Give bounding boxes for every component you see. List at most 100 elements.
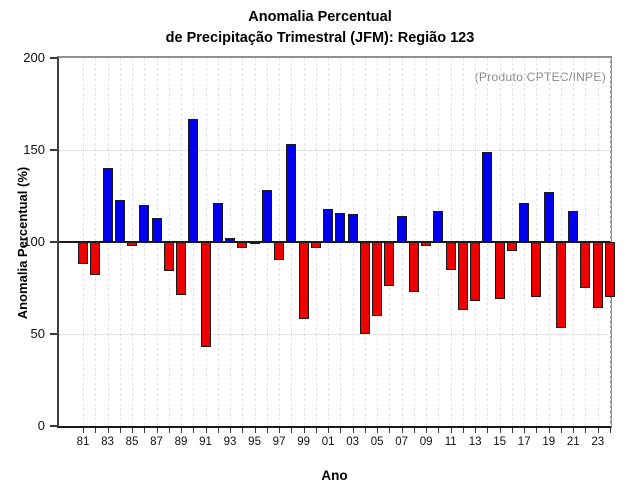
x-tick — [279, 428, 281, 433]
x-tick-label: 91 — [199, 436, 212, 448]
x-tick-label: 93 — [223, 436, 237, 448]
x-tick — [266, 428, 268, 433]
x-tick-label: 01 — [321, 436, 335, 448]
x-tick — [291, 428, 293, 433]
x-tick — [377, 428, 379, 433]
x-tick — [401, 428, 403, 433]
x-tick — [499, 428, 501, 433]
chart-title-line1: Anomalia Percentual — [248, 9, 392, 25]
bar-1983 — [102, 168, 113, 242]
x-tick — [438, 428, 440, 433]
bar-1987 — [151, 218, 162, 242]
bar-2010 — [433, 210, 444, 242]
y-tick — [50, 333, 57, 335]
x-tick-label: 09 — [419, 436, 433, 448]
x-tick — [610, 428, 611, 433]
baseline-100 — [59, 241, 610, 243]
x-tick — [242, 428, 244, 433]
x-tick — [475, 428, 477, 433]
x-tick-label: 85 — [125, 436, 139, 448]
bar-2020 — [555, 242, 566, 329]
bar-1991 — [200, 242, 211, 347]
bar-2013 — [470, 242, 481, 301]
bar-1982 — [90, 242, 101, 276]
bar-1998 — [286, 144, 297, 242]
x-tick — [132, 428, 134, 433]
x-tick — [205, 428, 207, 433]
bar-1997 — [274, 242, 285, 261]
chart-title-line2: de Precipitação Trimestral (JFM): Região… — [165, 30, 475, 46]
x-tick-label: 95 — [248, 436, 261, 448]
x-tick — [144, 428, 146, 433]
bar-2012 — [457, 242, 468, 311]
x-tick-label: 11 — [444, 436, 457, 448]
x-tick — [524, 428, 526, 433]
x-tick-label: 97 — [272, 436, 286, 448]
bar-2007 — [396, 216, 407, 242]
bar-1989 — [176, 242, 187, 296]
bar-2015 — [494, 242, 505, 300]
y-tick — [50, 425, 57, 427]
bar-2017 — [519, 203, 530, 242]
y-tick-label: 50 — [30, 326, 45, 341]
x-tick — [328, 428, 330, 433]
x-tick — [462, 428, 464, 433]
x-tick-label: 07 — [395, 436, 409, 448]
x-tick — [413, 428, 415, 433]
y-tick-label: 200 — [23, 50, 45, 65]
bar-2000 — [310, 242, 321, 248]
bar-1986 — [139, 205, 150, 242]
x-tick — [107, 428, 109, 433]
annotation-produto: (Produto:CPTEC/INPE) — [474, 70, 606, 84]
bar-2023 — [592, 242, 603, 309]
bar-2016 — [506, 242, 517, 252]
x-tick — [95, 428, 97, 433]
x-tick — [83, 428, 84, 433]
x-tick-label: 87 — [150, 436, 163, 448]
x-tick — [156, 428, 158, 433]
y-tick-label: 0 — [37, 418, 45, 433]
x-tick — [168, 428, 170, 433]
bar-2001 — [323, 208, 334, 242]
x-tick — [426, 428, 428, 433]
x-tick — [389, 428, 391, 433]
x-tick — [597, 428, 599, 433]
x-tick — [193, 428, 195, 433]
x-tick — [340, 428, 342, 433]
x-tick — [536, 428, 538, 433]
bar-2009 — [421, 242, 432, 246]
x-tick — [230, 428, 232, 433]
bar-2002 — [335, 212, 346, 242]
x-tick-label: 19 — [542, 436, 556, 448]
x-tick — [560, 428, 562, 433]
x-tick-label: 05 — [370, 436, 384, 448]
bar-2024 — [605, 242, 615, 298]
x-tick — [119, 428, 121, 433]
x-tick — [254, 428, 256, 433]
bar-1984 — [114, 199, 125, 242]
bar-2019 — [543, 192, 554, 242]
bar-2014 — [482, 151, 493, 242]
bar-1988 — [163, 242, 174, 272]
x-tick — [315, 428, 317, 433]
x-tick — [303, 428, 305, 433]
bar-1994 — [237, 242, 248, 248]
chart-title: Anomalia Percentual de Precipitação Trim… — [0, 7, 640, 49]
y-tick — [50, 241, 57, 243]
x-tick — [352, 428, 354, 433]
bar-1993 — [225, 238, 236, 242]
x-tick-label: 15 — [493, 436, 507, 448]
bar-1990 — [188, 118, 199, 242]
bar-2011 — [445, 242, 456, 270]
y-tick-label: 100 — [23, 234, 45, 249]
x-tick-label: 83 — [101, 436, 114, 448]
bar-2018 — [531, 242, 542, 298]
bar-2021 — [568, 210, 579, 242]
x-tick — [548, 428, 550, 433]
bar-2004 — [359, 242, 370, 334]
x-tick-label: 23 — [591, 436, 605, 448]
x-tick-label: 17 — [517, 436, 531, 448]
y-tick — [50, 57, 57, 59]
x-tick — [364, 428, 366, 433]
